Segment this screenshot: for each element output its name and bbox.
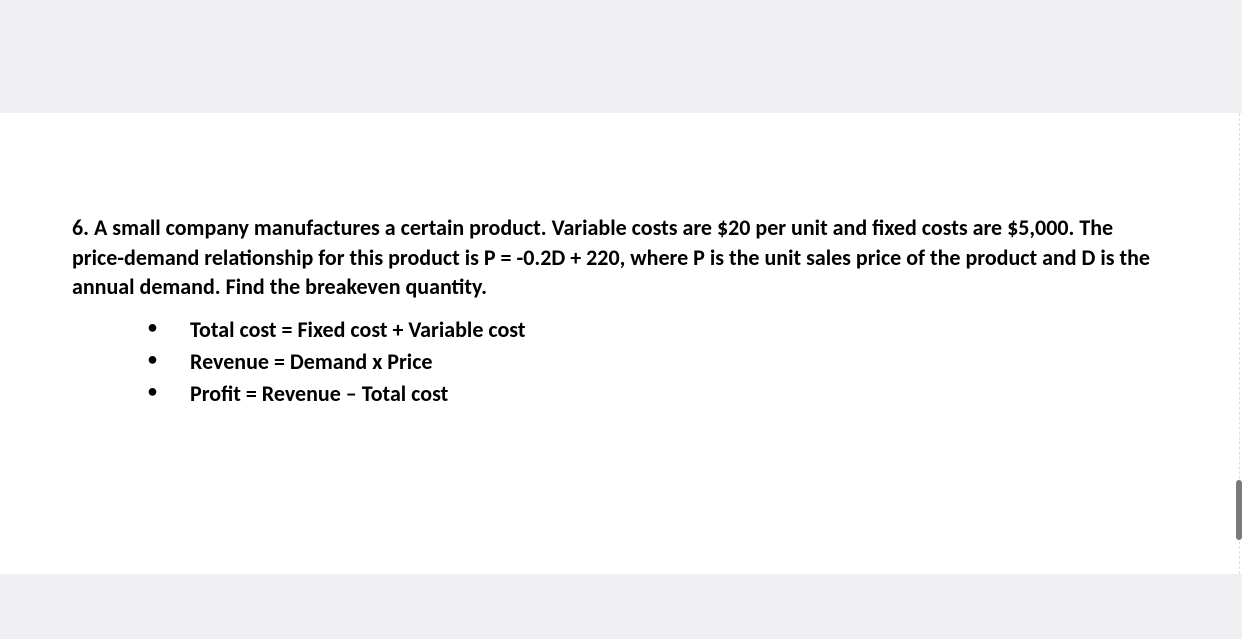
scrollbar-thumb[interactable] <box>1236 480 1242 540</box>
viewer-bottom-margin <box>0 574 1242 639</box>
problem-statement: 6. A small company manufactures a certai… <box>72 213 1170 302</box>
list-item: Revenue = Demand x Price <box>162 346 1170 378</box>
list-item: Profit = Revenue – Total cost <box>162 378 1170 410</box>
formula-list: Total cost = Fixed cost + Variable cost … <box>72 314 1170 410</box>
document-content: 6. A small company manufactures a certai… <box>0 113 1242 450</box>
document-page: 6. A small company manufactures a certai… <box>0 113 1242 574</box>
list-item: Total cost = Fixed cost + Variable cost <box>162 314 1170 346</box>
viewer-top-margin <box>0 0 1242 113</box>
